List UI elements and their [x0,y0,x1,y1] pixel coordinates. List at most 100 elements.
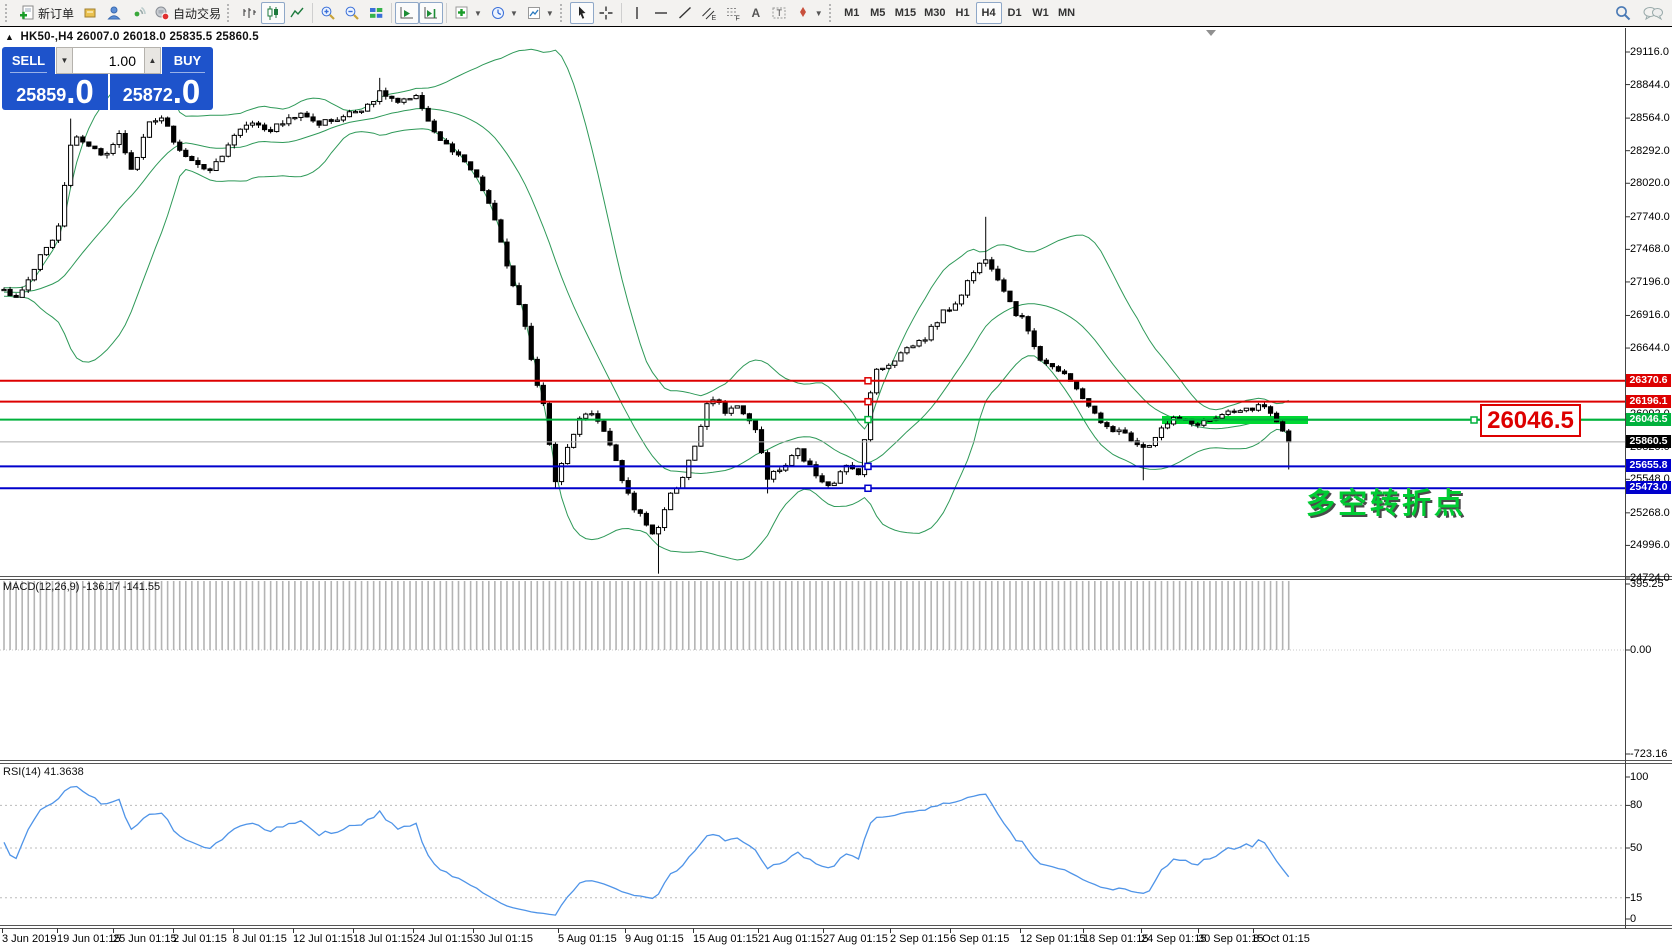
arrows-button[interactable]: ▼ [791,2,827,24]
search-icon[interactable] [1614,4,1632,22]
new-order-label: 新订单 [38,6,75,21]
cursor-button[interactable] [569,2,594,24]
rsi-indicator-label: RSI(14) 41.3638 [3,766,84,778]
time-label: 12 Sep 01:15 [1020,933,1086,945]
buy-price-main: 25872 [122,84,173,105]
price-tick: 28292.0 [1630,144,1670,157]
time-label: 6 Sep 01:15 [950,933,1010,945]
volume-increase-button[interactable]: ▲ [144,47,161,74]
time-label: 15 Aug 01:15 [693,933,758,945]
sell-price[interactable]: 25859.0 [2,73,108,110]
zoom-out-button[interactable] [340,2,364,24]
zoom-in-button[interactable] [316,2,340,24]
rsi-scale-0: 0 [1630,913,1637,925]
dropdown-caret-icon: ▼ [509,8,518,18]
current-price-label: 25860.5 [1626,434,1671,448]
price-axis[interactable]: 29116.0 28844.0 28564.0 28292.0 28020.0 … [1626,28,1672,950]
toolbar-grip[interactable] [559,4,567,22]
panel-collapse-icon[interactable]: ▲ [5,32,15,42]
volume-decrease-button[interactable]: ▼ [56,47,73,74]
price-tick: 28020.0 [1630,177,1670,190]
chinese-annotation[interactable]: 多空转折点 [1306,488,1467,520]
macd-indicator-label: MACD(12,26,9) -136.17 -141.55 [3,581,161,593]
time-label: 19 Jun 01:15 [57,933,121,945]
time-label: 24 Sep 01:15 [1141,933,1207,945]
time-label: 27 Aug 01:15 [823,933,888,945]
time-label: 18 Jul 01:15 [353,933,413,945]
market-watch-button[interactable] [78,2,102,24]
horizontal-line-button[interactable] [649,2,673,24]
rsi-scale-100: 100 [1630,771,1649,783]
price-tick: 27196.0 [1630,275,1670,288]
timeframe-h1-button[interactable]: H1 [955,7,970,19]
one-click-trading-panel: SELL ▼ ▲ BUY 25859.0 25872.0 [2,47,213,110]
buy-button[interactable]: BUY [162,47,213,74]
hline-price-label: 25655.8 [1626,459,1671,473]
price-tick: 27468.0 [1630,243,1670,256]
timeframe-m15-button[interactable]: M15 [894,7,917,19]
price-callout-box[interactable]: 26046.5 [1480,404,1581,437]
crosshair-button[interactable] [594,2,618,24]
autotrading-button[interactable]: 自动交易 [150,2,225,24]
time-label: 8 Oct 01:15 [1253,933,1310,945]
toolbar-grip[interactable] [828,4,836,22]
new-order-button[interactable]: 新订单 [15,2,78,24]
hline-price-label: 26046.5 [1626,412,1671,426]
bar-chart-button[interactable] [237,2,261,24]
timeframe-mn-button[interactable]: MN [1057,7,1076,19]
toolbar-grip[interactable] [5,4,12,22]
line-chart-button[interactable] [285,2,309,24]
spin-down-icon: ▼ [60,56,69,65]
sell-price-main: 25859 [16,84,67,105]
hline-price-label: 25473.0 [1626,481,1671,495]
time-label: 30 Jul 01:15 [473,933,533,945]
text-button[interactable]: A [745,2,767,24]
svg-text:T: T [776,8,782,18]
time-label: 8 Jul 01:15 [233,933,287,945]
price-tick: 28564.0 [1630,112,1670,125]
vertical-line-button[interactable] [625,2,649,24]
time-label: 9 Aug 01:15 [625,933,684,945]
timeframes-button[interactable]: ▼ [486,2,522,24]
text-label-button[interactable]: T [767,2,791,24]
profiles-button[interactable] [102,2,126,24]
timeframe-w1-button[interactable]: W1 [1032,7,1049,19]
time-label: 24 Jul 01:15 [413,933,473,945]
templates-button[interactable]: ▼ [522,2,558,24]
ohlc-low: 25835.5 [169,31,213,43]
chart-shift-button[interactable] [419,2,444,24]
timeframe-m5-button[interactable]: M5 [870,7,886,19]
sell-button[interactable]: SELL [2,47,55,74]
fibonacci-button[interactable]: F [721,2,745,24]
timeframe-d1-button[interactable]: D1 [1007,7,1022,19]
toolbar-grip[interactable] [227,4,234,22]
svg-text:F: F [735,16,739,22]
auto-scroll-button[interactable] [395,2,420,24]
price-tick: 27740.0 [1630,210,1670,223]
indicators-button[interactable]: ▼ [450,2,486,24]
trendline-button[interactable] [673,2,697,24]
sell-button-label: SELL [11,53,46,68]
timeframe-h4-button[interactable]: H4 [975,2,1002,24]
time-label: 3 Jun 2019 [2,933,57,945]
price-tick: 25268.0 [1630,506,1670,519]
tile-windows-button[interactable] [364,2,388,24]
candlestick-chart-button[interactable] [261,2,286,24]
macd-scale-top: 395.25 [1630,578,1664,590]
price-tick: 24724.0 [1630,571,1670,584]
dropdown-caret-icon: ▼ [474,8,482,18]
alerts-button[interactable] [126,2,150,24]
timeframe-m30-button[interactable]: M30 [924,7,946,19]
volume-input[interactable] [73,47,144,74]
symbol-info-bar: ▲ HK50-,H4 26007.0 26018.0 25835.5 25860… [5,31,259,43]
buy-button-label: BUY [173,53,202,68]
equidistant-channel-button[interactable]: E [697,2,721,24]
autotrading-label: 自动交易 [173,6,222,21]
time-label: 12 Jul 01:15 [293,933,353,945]
timeframe-m1-button[interactable]: M1 [844,7,860,19]
buy-price[interactable]: 25872.0 [110,73,213,110]
price-tick: 29116.0 [1630,46,1669,58]
chat-icon[interactable] [1642,4,1664,22]
toolbar: 新订单 自动交易 ▼ ▼ ▼ E F A T ▼ [0,0,1672,27]
